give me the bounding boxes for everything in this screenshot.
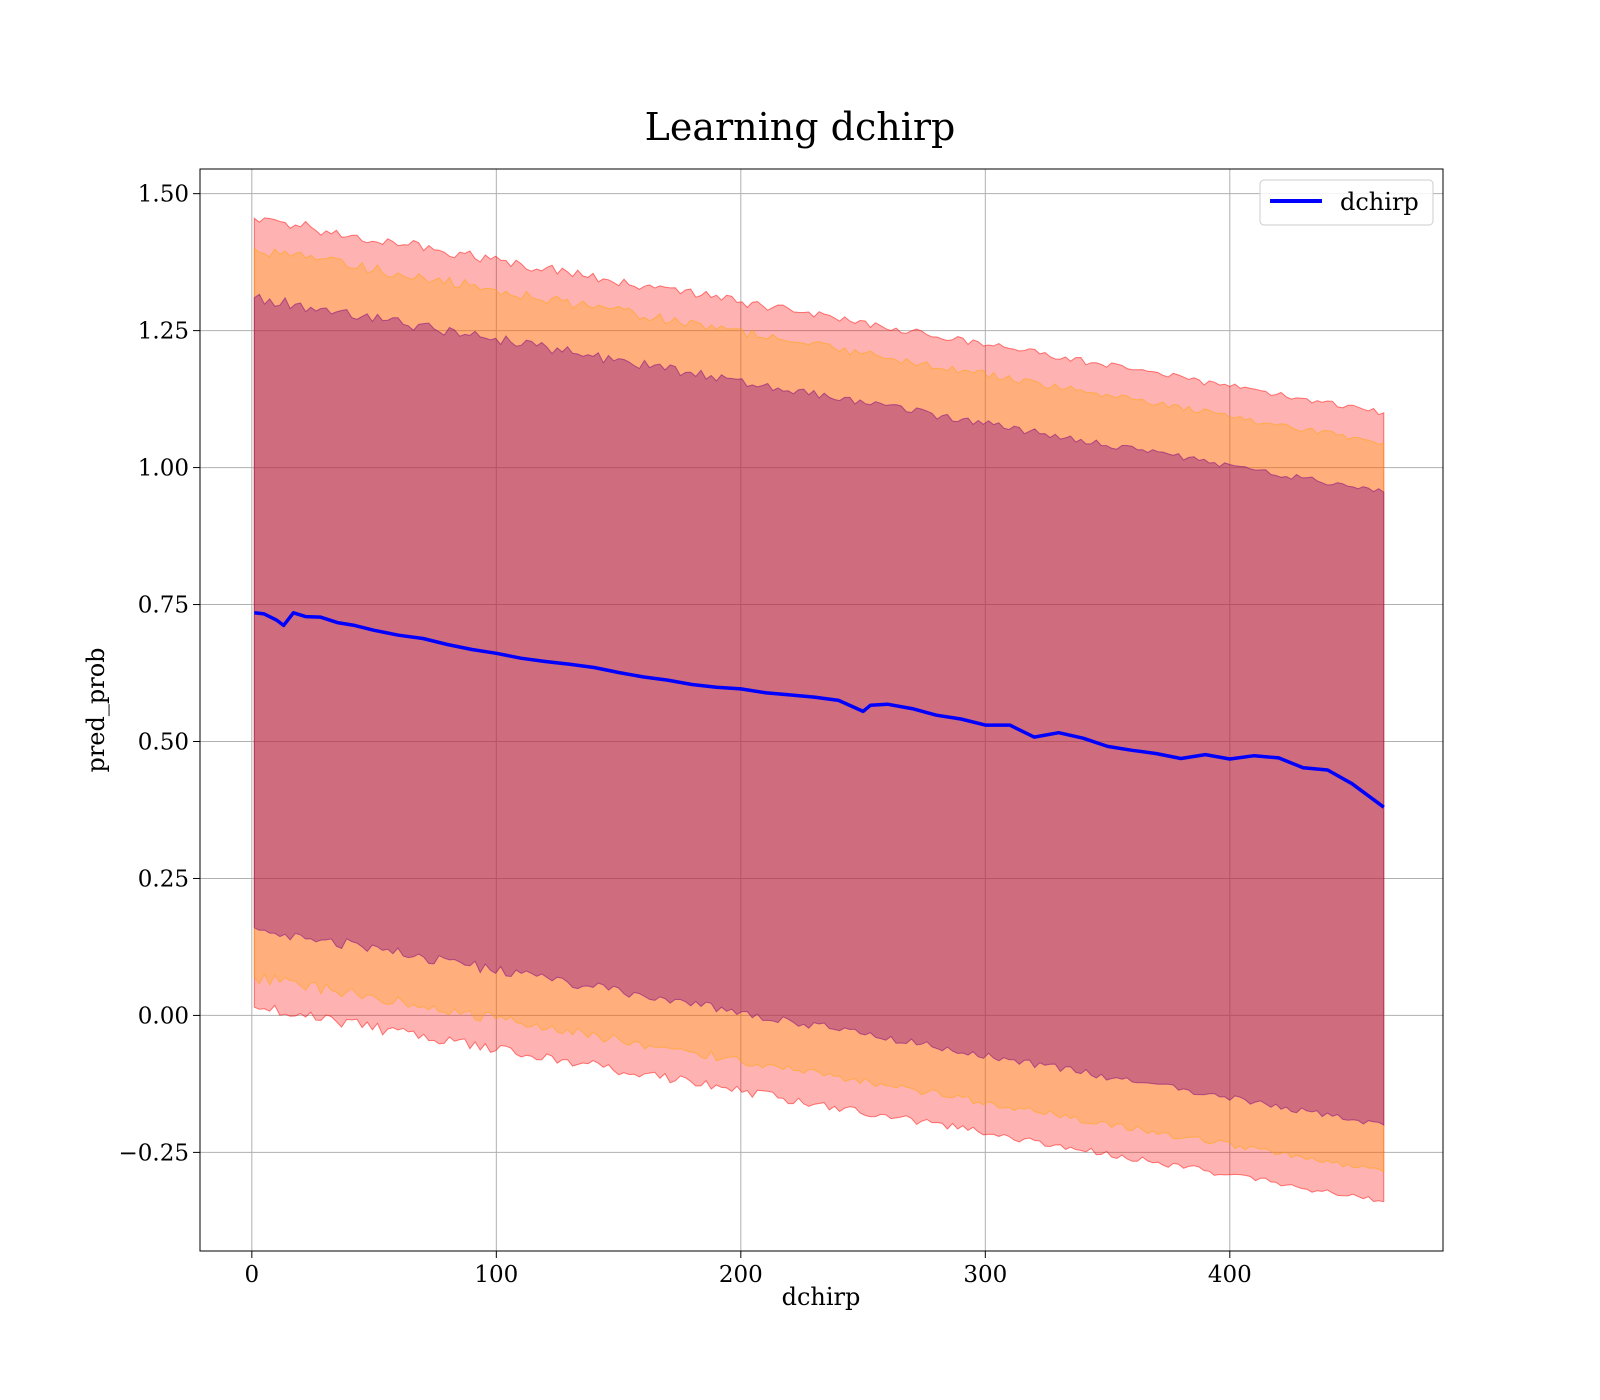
legend: dchirp bbox=[1259, 179, 1434, 226]
x-axis-label: dchirp bbox=[782, 1283, 861, 1311]
series-line-dchirp bbox=[254, 611, 1385, 809]
x-tick-label: 100 bbox=[474, 1262, 518, 1288]
band-mid bbox=[253, 247, 1385, 1173]
y-axis-label: pred_prob bbox=[82, 647, 110, 772]
y-tick-label: 0.25 bbox=[138, 866, 189, 892]
y-tick-label: −0.25 bbox=[119, 1140, 189, 1166]
x-tick-label: 200 bbox=[719, 1262, 763, 1288]
x-tick-label: 400 bbox=[1208, 1262, 1252, 1288]
band-outer bbox=[253, 217, 1385, 1203]
axis-ticks: 0 100 200 300 400 −0.25 0.00 0.25 0.50 0.75 1.00 1.… bbox=[119, 182, 1252, 1288]
y-tick-label: 0.75 bbox=[138, 593, 189, 619]
x-tick-label: 0 bbox=[245, 1262, 260, 1288]
chart-title: Learning dchirp bbox=[645, 105, 956, 149]
y-tick-label: 1.00 bbox=[138, 456, 189, 482]
series-lines bbox=[254, 611, 1385, 809]
grid bbox=[200, 169, 1443, 1251]
y-tick-label: 0.00 bbox=[138, 1003, 189, 1029]
x-tick-label: 300 bbox=[963, 1262, 1007, 1288]
legend-label-dchirp: dchirp bbox=[1340, 188, 1419, 216]
legend-box bbox=[1259, 179, 1434, 226]
y-tick-label: 1.50 bbox=[138, 182, 189, 208]
band-inner bbox=[253, 293, 1385, 1126]
y-tick-label: 1.25 bbox=[138, 319, 189, 345]
plot-frame bbox=[199, 168, 1444, 1252]
y-tick-label: 0.50 bbox=[138, 730, 189, 756]
confidence-bands bbox=[253, 217, 1385, 1203]
